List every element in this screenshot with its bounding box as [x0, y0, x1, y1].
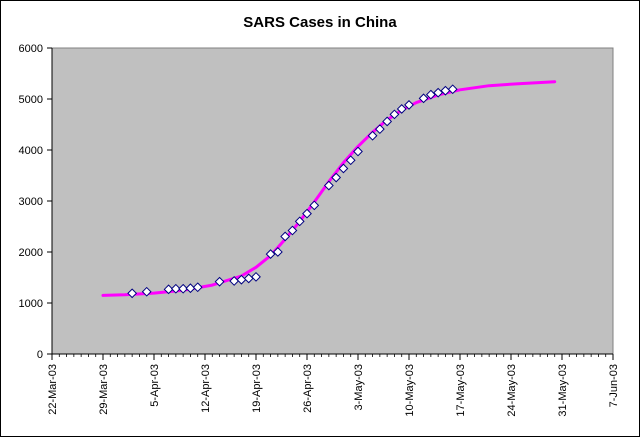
- data-point-marker: [251, 271, 261, 282]
- data-point-marker: [382, 116, 393, 127]
- x-tick-label: 17-May-03: [455, 364, 467, 417]
- data-point-marker: [331, 172, 342, 183]
- data-point-marker: [323, 180, 334, 191]
- y-tick-label: 6000: [19, 43, 43, 55]
- data-point-marker: [265, 249, 276, 259]
- data-point-marker: [280, 231, 291, 242]
- data-point-marker: [367, 130, 378, 141]
- x-tick-label: 5-Apr-03: [149, 364, 161, 407]
- data-point-marker: [374, 124, 385, 135]
- data-point-marker: [418, 93, 429, 104]
- data-point-marker: [214, 276, 225, 287]
- x-tick-label: 31-May-03: [557, 364, 569, 417]
- x-tick-label: 29-Mar-03: [98, 364, 110, 415]
- data-point-marker: [170, 283, 181, 294]
- data-point-marker: [389, 109, 400, 120]
- data-point-marker: [396, 104, 407, 114]
- tick-label-layer: 0 1000 2000 3000 4000 5000 6000 22-Mar-03 29-Mar…: [19, 43, 620, 417]
- x-tick-label: 10-May-03: [404, 364, 416, 417]
- data-point-marker: [338, 163, 349, 174]
- y-tick-label: 5000: [19, 94, 43, 106]
- data-point-marker: [185, 283, 196, 294]
- marker-layer: [127, 84, 458, 299]
- data-point-marker: [433, 87, 444, 98]
- data-point-marker: [178, 283, 189, 294]
- data-point-marker: [141, 286, 152, 297]
- x-tick-label: 7-Jun-03: [608, 364, 620, 407]
- x-tick-label: 12-Apr-03: [200, 364, 212, 413]
- axes: [47, 47, 614, 360]
- data-point-marker: [127, 288, 138, 299]
- data-point-marker: [345, 155, 356, 166]
- y-tick-label: 1000: [19, 298, 43, 310]
- x-tick-label: 19-Apr-03: [251, 364, 263, 413]
- plot-area: [51, 47, 614, 355]
- data-point-marker: [302, 208, 312, 219]
- data-point-marker: [163, 284, 174, 295]
- data-point-marker: [272, 247, 283, 257]
- x-tick-label: 3-May-03: [353, 364, 365, 410]
- y-tick-label: 2000: [19, 247, 43, 259]
- data-point-marker: [294, 216, 305, 227]
- data-point-marker: [425, 89, 436, 100]
- x-tick-label: 22-Mar-03: [47, 364, 59, 415]
- data-point-marker: [192, 282, 203, 293]
- data-point-marker: [353, 146, 363, 157]
- data-point-marker: [287, 225, 298, 236]
- data-point-marker: [404, 100, 414, 110]
- data-point-marker: [309, 200, 320, 211]
- x-tick-label: 26-Apr-03: [302, 364, 314, 413]
- data-point-marker: [447, 84, 458, 95]
- y-tick-label: 0: [37, 349, 43, 361]
- x-tick-label: 24-May-03: [506, 364, 518, 417]
- y-tick-label: 4000: [19, 145, 43, 157]
- chart-title: SARS Cases in China: [243, 14, 397, 31]
- y-tick-label: 3000: [19, 196, 43, 208]
